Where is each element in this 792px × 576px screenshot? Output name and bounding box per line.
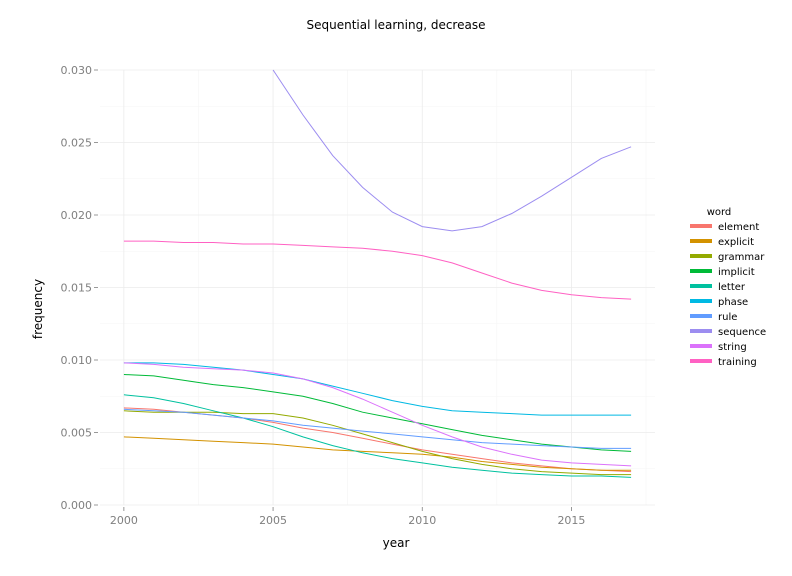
legend-key-sequence	[690, 329, 712, 333]
series-line-grammar	[123, 410, 632, 476]
chart-title: Sequential learning, decrease	[307, 18, 486, 32]
y-axis-title: frequency	[31, 279, 45, 339]
legend-items: element explicit grammar implicit letter phas…	[690, 222, 766, 368]
series-line-element	[123, 407, 632, 473]
legend-label-sequence: sequence	[718, 327, 766, 338]
legend: word element explicit grammar implicit lette…	[690, 207, 766, 368]
x-tick-label: 2000	[110, 514, 138, 527]
series-line-implicit	[123, 374, 632, 452]
x-axis: 2000 2005 2010 2015	[110, 507, 585, 527]
legend-key-training	[690, 359, 712, 363]
x-tick-label: 2015	[557, 514, 585, 527]
legend-label-explicit: explicit	[718, 237, 754, 248]
legend-key-grammar	[690, 254, 712, 258]
legend-key-element	[690, 224, 712, 228]
legend-key-string	[690, 344, 712, 348]
x-axis-title: year	[383, 536, 410, 550]
legend-key-phase	[690, 299, 712, 303]
y-tick-label: 0.025	[61, 137, 93, 150]
legend-key-letter	[690, 284, 712, 288]
series-line-explicit	[123, 436, 632, 471]
legend-key-explicit	[690, 239, 712, 243]
legend-title: word	[707, 207, 732, 218]
legend-label-letter: letter	[718, 282, 746, 293]
legend-label-string: string	[718, 342, 747, 353]
legend-label-phase: phase	[718, 297, 748, 308]
y-tick-label: 0.000	[61, 499, 93, 512]
series-line-phase	[123, 362, 632, 416]
legend-label-training: training	[718, 357, 757, 368]
series-line-sequence	[272, 69, 632, 232]
x-tick-label: 2005	[259, 514, 287, 527]
legend-label-grammar: grammar	[718, 252, 765, 263]
series-line-rule	[123, 408, 632, 449]
legend-label-element: element	[718, 222, 759, 233]
series-line-string	[123, 362, 632, 467]
y-tick-label: 0.010	[61, 354, 93, 367]
series-lines	[123, 69, 632, 478]
y-tick-label: 0.015	[61, 282, 93, 295]
y-tick-label: 0.005	[61, 427, 93, 440]
series-line-training	[123, 240, 632, 300]
x-tick-label: 2010	[408, 514, 436, 527]
y-tick-label: 0.020	[61, 209, 93, 222]
major-grid	[100, 69, 655, 506]
legend-key-implicit	[690, 269, 712, 273]
y-axis: 0.000 0.005 0.010 0.015 0.020 0.025 0.030	[61, 64, 98, 512]
legend-label-implicit: implicit	[718, 267, 755, 278]
legend-label-rule: rule	[718, 312, 737, 323]
series-line-letter	[123, 394, 632, 478]
legend-key-rule	[690, 314, 712, 318]
y-tick-label: 0.030	[61, 64, 93, 77]
